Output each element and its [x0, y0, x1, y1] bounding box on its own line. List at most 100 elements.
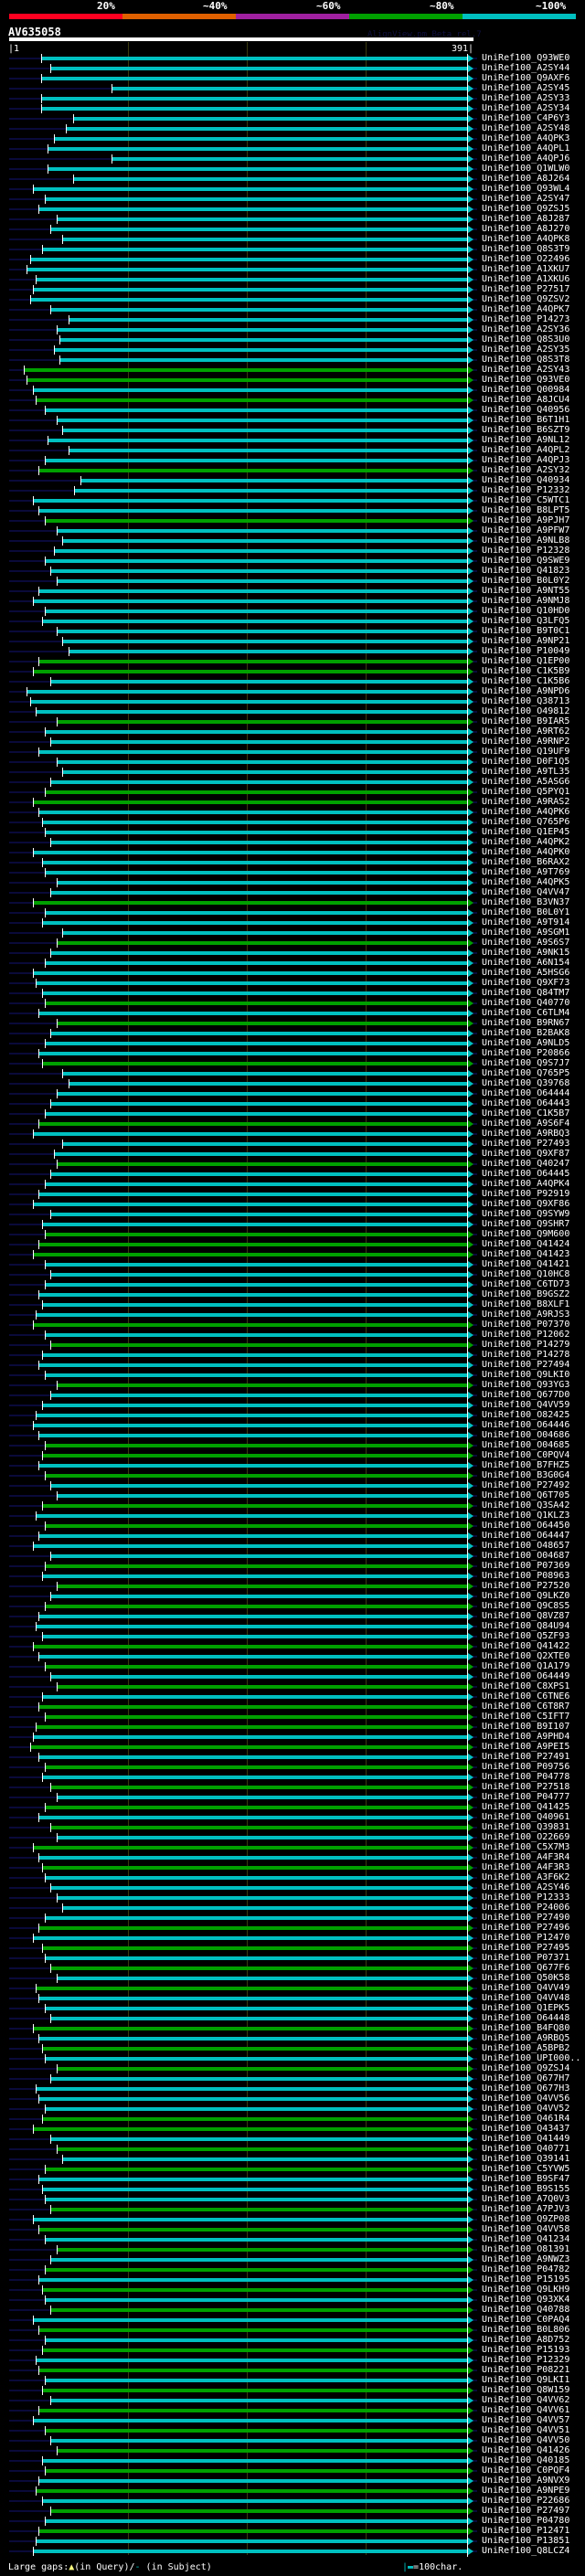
hit-label[interactable]: UniRef100_Q38713	[482, 696, 569, 707]
hit-row[interactable]: UniRef100_Q3SA42	[0, 1500, 585, 1511]
hit-row[interactable]: UniRef100_Q40961	[0, 1812, 585, 1823]
hit-row[interactable]: UniRef100_P14278	[0, 1350, 585, 1361]
hit-row[interactable]: UniRef100_P12332	[0, 485, 585, 496]
hit-row[interactable]: UniRef100_A9NK15	[0, 948, 585, 959]
hit-row[interactable]: UniRef100_Q9AXF6	[0, 73, 585, 84]
hit-row[interactable]: UniRef100_O82425	[0, 1410, 585, 1421]
hit-row[interactable]: UniRef100_A8D752	[0, 2335, 585, 2346]
hit-label[interactable]: UniRef100_A2SY33	[482, 93, 569, 104]
hit-row[interactable]: UniRef100_A4F3R4	[0, 1852, 585, 1863]
hit-row[interactable]: UniRef100_Q1A179	[0, 1661, 585, 1672]
hit-label[interactable]: UniRef100_B3G0G4	[482, 1470, 569, 1481]
hit-row[interactable]: UniRef100_P04780	[0, 2516, 585, 2527]
hit-row[interactable]: UniRef100_Q40770	[0, 998, 585, 1009]
hit-label[interactable]: UniRef100_Q9SHR7	[482, 1219, 569, 1230]
hit-label[interactable]: UniRef100_B0L0Y2	[482, 576, 569, 587]
hit-label[interactable]: UniRef100_O82425	[482, 1410, 569, 1421]
hit-label[interactable]: UniRef100_O64450	[482, 1521, 569, 1532]
hit-row[interactable]: UniRef100_B9GSZ2	[0, 1289, 585, 1300]
hit-label[interactable]: UniRef100_C6T8R7	[482, 1701, 569, 1712]
hit-label[interactable]: UniRef100_A2SY45	[482, 83, 569, 94]
hit-label[interactable]: UniRef100_P92919	[482, 1189, 569, 1200]
hit-row[interactable]: UniRef100_O64447	[0, 1531, 585, 1542]
hit-row[interactable]: UniRef100_A9S6F4	[0, 1118, 585, 1129]
hit-label[interactable]: UniRef100_A9T914	[482, 917, 569, 928]
hit-row[interactable]: UniRef100_O64448	[0, 2013, 585, 2024]
hit-label[interactable]: UniRef100_B0L806	[482, 2325, 569, 2336]
hit-row[interactable]: UniRef100_Q9C8S5	[0, 1601, 585, 1612]
hit-row[interactable]: UniRef100_A9RBQ5	[0, 2033, 585, 2044]
hit-label[interactable]: UniRef100_Q9LKH9	[482, 2284, 569, 2295]
hit-label[interactable]: UniRef100_O04687	[482, 1551, 569, 1562]
hit-row[interactable]: UniRef100_A2SY46	[0, 1882, 585, 1893]
hit-row[interactable]: UniRef100_Q2XTE0	[0, 1651, 585, 1662]
hit-row[interactable]: UniRef100_P07370	[0, 1320, 585, 1330]
hit-row[interactable]: UniRef100_Q4VV51	[0, 2425, 585, 2436]
hit-row[interactable]: UniRef100_Q41424	[0, 1239, 585, 1250]
hit-row[interactable]: UniRef100_A4QPL1	[0, 143, 585, 154]
hit-row[interactable]: UniRef100_P27517	[0, 284, 585, 295]
hit-row[interactable]: UniRef100_P08963	[0, 1571, 585, 1582]
hit-label[interactable]: UniRef100_P20866	[482, 1048, 569, 1059]
hit-row[interactable]: UniRef100_A8J270	[0, 224, 585, 235]
hit-row[interactable]: UniRef100_P92919	[0, 1189, 585, 1200]
hit-label[interactable]: UniRef100_Q677F6	[482, 1963, 569, 1974]
hit-row[interactable]: UniRef100_Q93WE0	[0, 53, 585, 64]
hit-row[interactable]: UniRef100_A2SY45	[0, 83, 585, 94]
hit-label[interactable]: UniRef100_A5HSG6	[482, 968, 569, 979]
hit-label[interactable]: UniRef100_Q8LCZ4	[482, 2546, 569, 2557]
hit-label[interactable]: UniRef100_C0PQF4	[482, 2465, 569, 2476]
hit-label[interactable]: UniRef100_A9PHD4	[482, 1732, 569, 1743]
hit-row[interactable]: UniRef100_Q4VV49	[0, 1983, 585, 1994]
hit-label[interactable]: UniRef100_A9NP21	[482, 636, 569, 647]
hit-label[interactable]: UniRef100_A9RNP2	[482, 737, 569, 747]
hit-row[interactable]: UniRef100_C6T8R7	[0, 1701, 585, 1712]
hit-row[interactable]: UniRef100_Q1KLZ3	[0, 1511, 585, 1521]
hit-label[interactable]: UniRef100_B8LPT5	[482, 505, 569, 516]
hit-label[interactable]: UniRef100_C6TD73	[482, 1279, 569, 1290]
hit-label[interactable]: UniRef100_Q1WLW0	[482, 164, 569, 175]
hit-row[interactable]: UniRef100_A9SGM1	[0, 928, 585, 938]
hit-row[interactable]: UniRef100_A9RAS2	[0, 797, 585, 808]
hit-row[interactable]: UniRef100_Q9LKI0	[0, 1370, 585, 1381]
hit-row[interactable]: UniRef100_A9PEI5	[0, 1742, 585, 1753]
hit-label[interactable]: UniRef100_A5ASG6	[482, 777, 569, 788]
hit-label[interactable]: UniRef100_Q8W159	[482, 2385, 569, 2396]
hit-row[interactable]: UniRef100_P12062	[0, 1330, 585, 1341]
hit-label[interactable]: UniRef100_B9SF47	[482, 2174, 569, 2185]
hit-label[interactable]: UniRef100_O48657	[482, 1541, 569, 1552]
hit-row[interactable]: UniRef100_Q677D0	[0, 1390, 585, 1401]
hit-label[interactable]: UniRef100_Q6T705	[482, 1490, 569, 1501]
hit-label[interactable]: UniRef100_A9NLD5	[482, 1038, 569, 1049]
hit-row[interactable]: UniRef100_P27496	[0, 1923, 585, 1934]
hit-label[interactable]: UniRef100_A9NL12	[482, 435, 569, 446]
hit-label[interactable]: UniRef100_Q40934	[482, 475, 569, 486]
hit-label[interactable]: UniRef100_Q41449	[482, 2134, 569, 2145]
hit-row[interactable]: UniRef100_Q50K58	[0, 1973, 585, 1984]
hit-row[interactable]: UniRef100_B3VN37	[0, 897, 585, 908]
hit-row[interactable]: UniRef100_B0L0Y1	[0, 907, 585, 918]
hit-label[interactable]: UniRef100_A1XKU6	[482, 274, 569, 285]
hit-label[interactable]: UniRef100_P04780	[482, 2516, 569, 2527]
hit-row[interactable]: UniRef100_B8XLF1	[0, 1299, 585, 1310]
hit-label[interactable]: UniRef100_A8J270	[482, 224, 569, 235]
hit-label[interactable]: UniRef100_P12062	[482, 1330, 569, 1341]
hit-row[interactable]: UniRef100_Q9XF87	[0, 1149, 585, 1160]
hit-row[interactable]: UniRef100_Q10HD0	[0, 606, 585, 617]
hit-label[interactable]: UniRef100_B7FHZ5	[482, 1460, 569, 1471]
hit-label[interactable]: UniRef100_P07371	[482, 1953, 569, 1964]
hit-label[interactable]: UniRef100_C1K5B6	[482, 676, 569, 687]
hit-row[interactable]: UniRef100_B2BAK8	[0, 1028, 585, 1039]
hit-row[interactable]: UniRef100_A4QPL2	[0, 445, 585, 456]
hit-label[interactable]: UniRef100_B9IAR5	[482, 716, 569, 727]
hit-row[interactable]: UniRef100_Q41823	[0, 566, 585, 577]
hit-row[interactable]: UniRef100_Q9ZSJ4	[0, 2063, 585, 2074]
hit-label[interactable]: UniRef100_B9T0C1	[482, 626, 569, 637]
hit-row[interactable]: UniRef100_C0PAQ4	[0, 2315, 585, 2326]
hit-label[interactable]: UniRef100_A4QPK2	[482, 837, 569, 848]
hit-label[interactable]: UniRef100_Q9M600	[482, 1229, 569, 1240]
hit-row[interactable]: UniRef100_Q41426	[0, 2445, 585, 2456]
hit-label[interactable]: UniRef100_Q00984	[482, 385, 569, 396]
hit-row[interactable]: UniRef100_A9NLD5	[0, 1038, 585, 1049]
hit-row[interactable]: UniRef100_A7PJV3	[0, 2204, 585, 2215]
